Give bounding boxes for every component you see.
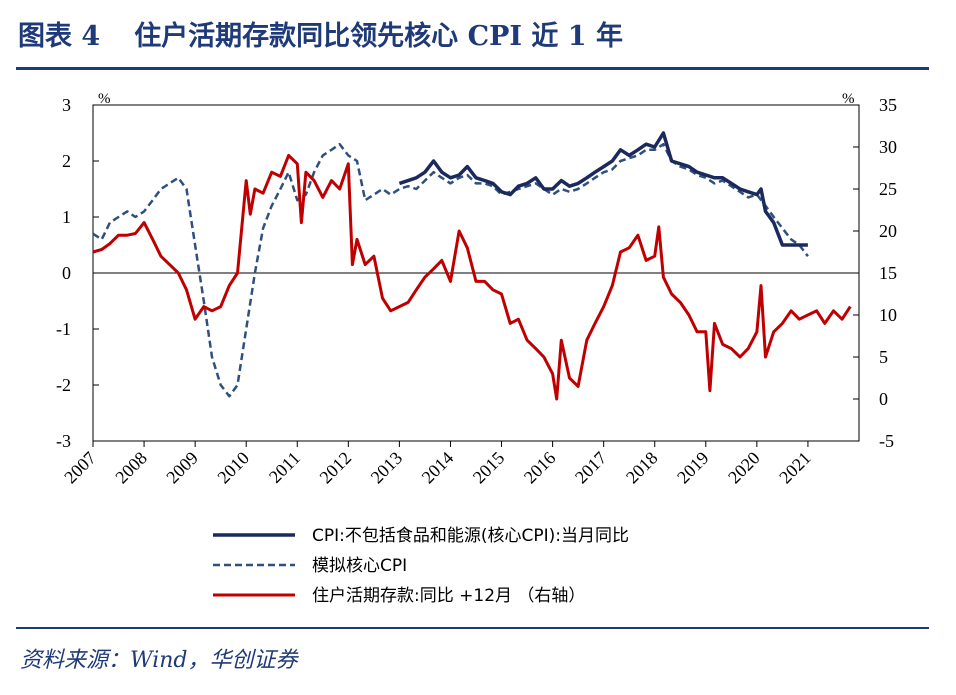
x-tick-label: 2008 xyxy=(111,448,151,488)
left-tick-label: -3 xyxy=(56,431,71,451)
legend-label-core-cpi: CPI:不包括食品和能源(核心CPI):当月同比 xyxy=(312,526,629,546)
left-axis-unit: % xyxy=(98,91,111,107)
x-tick-label: 2019 xyxy=(673,448,713,488)
series-simulated-core-cpi-line xyxy=(92,142,809,398)
x-tick-label: 2016 xyxy=(520,448,560,488)
left-tick-label: -2 xyxy=(56,375,71,395)
source-rule xyxy=(16,627,929,629)
left-tick-label: 1 xyxy=(62,207,71,227)
title-rule xyxy=(16,67,929,70)
right-axis: 35 30 25 20 15 10 5 0 -5 xyxy=(853,95,897,451)
right-axis-unit: % xyxy=(842,91,855,107)
series-household-deposits-line xyxy=(92,153,852,401)
left-axis: 3 2 1 0 -1 -2 -3 xyxy=(56,95,99,451)
right-tick-label: 0 xyxy=(879,389,888,409)
x-tick-label: 2009 xyxy=(162,448,202,488)
series-core-cpi-line xyxy=(398,131,808,247)
x-tick-label: 2021 xyxy=(775,448,815,488)
right-tick-label: 35 xyxy=(879,95,897,115)
x-tick-label: 2013 xyxy=(367,448,407,488)
x-tick-label: 2018 xyxy=(622,448,662,488)
right-tick-label: 25 xyxy=(879,179,897,199)
x-tick-label: 2007 xyxy=(60,448,100,488)
right-tick-label: 5 xyxy=(879,347,888,367)
figure-label: 图表 4 xyxy=(18,21,101,52)
x-tick-label: 2010 xyxy=(213,448,253,488)
legend-label-deposits: 住户活期存款:同比 +12月 （右轴） xyxy=(312,586,585,606)
left-tick-label: 3 xyxy=(62,95,71,115)
legend: CPI:不包括食品和能源(核心CPI):当月同比 模拟核心CPI 住户活期存款:… xyxy=(213,526,629,606)
source-note: 资料来源：Wind，华创证券 xyxy=(20,648,298,673)
figure-title: 图表 4 住户活期存款同比领先核心 CPI 近 1 年 xyxy=(18,14,623,53)
legend-label-simulated: 模拟核心CPI xyxy=(312,556,407,576)
x-tick-label: 2017 xyxy=(571,448,611,488)
x-axis: 2007 2008 2009 2010 2011 2012 2013 2014 2015 2016… xyxy=(60,441,815,487)
right-tick-label: 10 xyxy=(879,305,897,325)
right-tick-label: -5 xyxy=(879,431,894,451)
figure-title-text: 住户活期存款同比领先核心 CPI 近 1 年 xyxy=(134,21,623,52)
right-tick-label: 15 xyxy=(879,263,897,283)
x-tick-label: 2011 xyxy=(265,448,304,487)
x-tick-label: 2014 xyxy=(418,448,458,488)
x-tick-label: 2012 xyxy=(316,448,356,488)
left-tick-label: 2 xyxy=(62,151,71,171)
left-tick-label: -1 xyxy=(56,319,71,339)
x-tick-label: 2020 xyxy=(724,448,764,488)
right-tick-label: 30 xyxy=(879,137,897,157)
right-tick-label: 20 xyxy=(879,221,897,241)
series-layer xyxy=(92,131,852,401)
left-tick-label: 0 xyxy=(62,263,71,283)
x-tick-label: 2015 xyxy=(469,448,509,488)
